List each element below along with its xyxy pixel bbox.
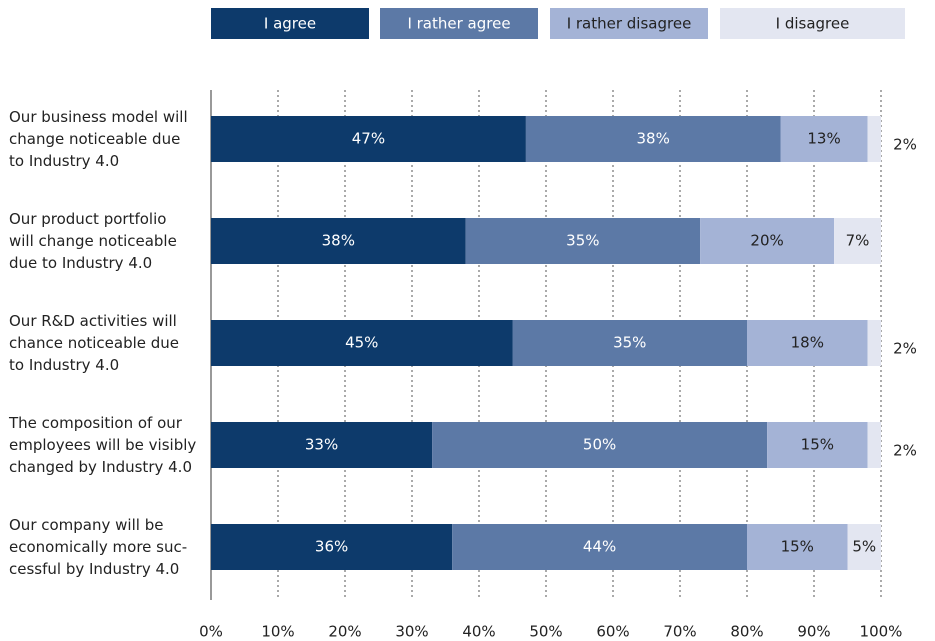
x-tick-label: 60% (596, 623, 629, 641)
bar-segment (211, 218, 466, 264)
bar-segment (767, 422, 868, 468)
bar-segment (211, 320, 513, 366)
category-label: Our business model will change noticeabl… (9, 108, 188, 170)
legend-swatch (380, 8, 538, 39)
bar-segment (700, 218, 835, 264)
bar-segment (747, 320, 868, 366)
x-tick-label: 70% (663, 623, 696, 641)
value-label: 2% (893, 136, 917, 154)
value-label: 35% (566, 232, 599, 250)
bar-segment (211, 524, 453, 570)
value-label: 2% (893, 442, 917, 460)
value-label: 38% (637, 130, 670, 148)
bar-segment (512, 320, 747, 366)
category-label: Our company will be economically more su… (9, 516, 188, 578)
value-label: 2% (893, 340, 917, 358)
value-label: 38% (322, 232, 355, 250)
value-label: 33% (305, 436, 338, 454)
bar-segment (867, 422, 881, 468)
legend-swatch (720, 8, 905, 39)
value-label: 13% (807, 130, 840, 148)
value-label: 45% (345, 334, 378, 352)
value-label: 20% (750, 232, 783, 250)
x-tick-label: 80% (730, 623, 763, 641)
bar-segment (452, 524, 747, 570)
bar-segment (211, 422, 433, 468)
legend-swatch (550, 8, 708, 39)
category-label: Our R&D activities will chance noticeabl… (9, 312, 180, 374)
value-label: 35% (613, 334, 646, 352)
value-label: 18% (791, 334, 824, 352)
bar-segment (780, 116, 868, 162)
value-label: 44% (583, 538, 616, 556)
value-label: 47% (352, 130, 385, 148)
bar-segment (465, 218, 701, 264)
legend-label: I rather disagree (567, 15, 692, 33)
bar-segment (211, 116, 526, 162)
x-tick-label: 20% (328, 623, 361, 641)
value-label: 15% (801, 436, 834, 454)
bar-segment (525, 116, 781, 162)
legend-label: I disagree (776, 15, 850, 33)
legend-label: I agree (264, 15, 316, 33)
value-label: 15% (781, 538, 814, 556)
bar-segment (847, 524, 881, 570)
legend-swatch (211, 8, 369, 39)
value-label: 7% (846, 232, 870, 250)
x-tick-label: 90% (797, 623, 830, 641)
value-label: 36% (315, 538, 348, 556)
category-label: Our product portfolio will change notice… (9, 210, 177, 272)
bar-segment (834, 218, 881, 264)
x-tick-label: 10% (261, 623, 294, 641)
bar-segment (747, 524, 848, 570)
value-label: 50% (583, 436, 616, 454)
value-label: 5% (852, 538, 876, 556)
legend-label: I rather agree (407, 15, 510, 33)
x-tick-label: 0% (199, 623, 223, 641)
x-tick-label: 30% (395, 623, 428, 641)
x-tick-label: 40% (462, 623, 495, 641)
bar-segment (867, 116, 881, 162)
x-tick-label: 100% (860, 623, 903, 641)
x-tick-label: 50% (529, 623, 562, 641)
bar-segment (867, 320, 881, 366)
category-label: The composition of our employees will be… (9, 414, 197, 476)
bar-segment (432, 422, 768, 468)
